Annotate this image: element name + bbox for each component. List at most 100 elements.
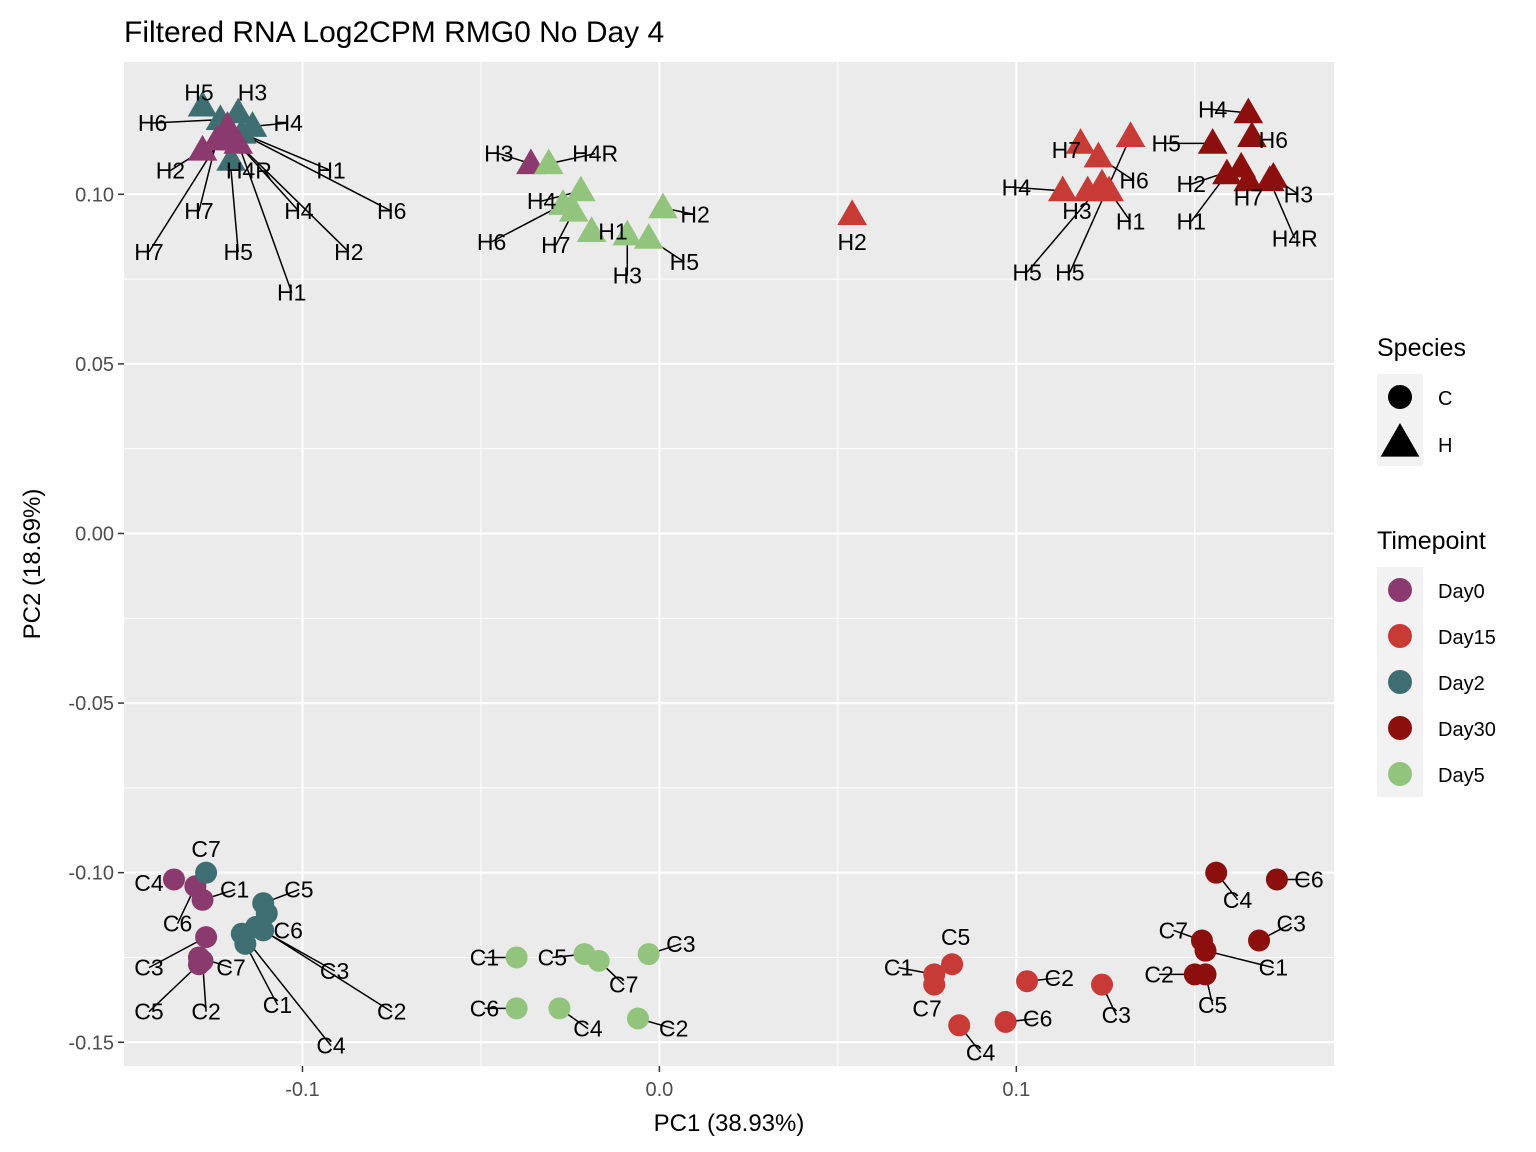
- point-triangle-day5: [633, 223, 664, 249]
- point-label: C6: [1294, 866, 1323, 892]
- leader-line: [152, 118, 221, 124]
- point-label: H2: [156, 158, 185, 184]
- point-circle-day5: [637, 943, 660, 966]
- x-tick-label: 0.1: [1002, 1079, 1030, 1101]
- point-label: H6: [477, 229, 506, 255]
- legend-swatch-day30: [1388, 716, 1412, 740]
- leader-line: [227, 125, 393, 212]
- point-triangle-day15: [1065, 128, 1096, 154]
- point-label: C3: [666, 931, 695, 957]
- point-triangle-day2: [216, 145, 246, 171]
- legend-title-timepoint: Timepoint: [1377, 527, 1486, 555]
- point-label: H4: [284, 198, 314, 224]
- point-label: C5: [1198, 992, 1227, 1018]
- leader-line: [148, 963, 200, 1013]
- point-triangle-day0: [212, 111, 243, 137]
- x-axis-title: PC1 (38.93%): [654, 1110, 805, 1137]
- point-label: H4: [527, 188, 557, 214]
- point-triangle-day0: [223, 128, 254, 154]
- point-triangle-day15: [1072, 175, 1103, 202]
- legend-swatch-day0: [1388, 578, 1412, 602]
- legend-label-c: C: [1438, 388, 1452, 410]
- point-triangle-day0: [187, 134, 218, 161]
- point-label: H1: [1177, 208, 1206, 234]
- legend-label-day30: Day30: [1438, 719, 1496, 741]
- point-triangle-day2: [223, 97, 254, 124]
- legend-label-day2: Day2: [1438, 673, 1485, 695]
- point-label: C7: [609, 972, 638, 998]
- y-tick-label: -0.10: [68, 863, 114, 885]
- leader-line: [241, 933, 332, 1047]
- point-triangle-day5: [612, 219, 643, 246]
- point-label: H4: [1198, 96, 1228, 122]
- point-triangle-day30: [1233, 97, 1264, 124]
- point-circle-day30: [1265, 868, 1288, 891]
- y-tick-label: -0.15: [68, 1032, 114, 1054]
- point-label: H7: [134, 239, 163, 265]
- point-label: H7: [541, 232, 570, 258]
- point-circle-day0: [191, 949, 214, 972]
- y-tick-label: 0.00: [75, 523, 114, 545]
- point-triangle-day15: [1083, 141, 1114, 168]
- point-label: C6: [470, 995, 499, 1021]
- point-triangle-day2: [187, 90, 218, 117]
- point-circle-day0: [191, 888, 214, 911]
- legend-triangle-icon: [1380, 422, 1420, 457]
- point-triangle-day30: [1254, 165, 1285, 192]
- point-label: H5: [184, 80, 213, 106]
- legend-label-day0: Day0: [1438, 581, 1485, 603]
- point-triangle-day30: [1212, 158, 1242, 185]
- point-label: H5: [224, 239, 253, 265]
- point-label: C1: [470, 944, 499, 970]
- point-circle-day30: [1194, 939, 1217, 962]
- leader-line: [262, 929, 393, 1013]
- data-points: [162, 90, 1289, 1037]
- point-label: C4: [1223, 887, 1253, 913]
- chart-title: Filtered RNA Log2CPM RMG0 No Day 4: [124, 16, 664, 49]
- point-label: H2: [334, 239, 363, 265]
- point-label: H2: [837, 229, 866, 255]
- point-circle-day30: [1205, 861, 1228, 884]
- point-label: H3: [238, 80, 267, 106]
- point-label: H5: [1152, 130, 1181, 156]
- point-triangle-day15: [837, 199, 867, 226]
- y-axis-title: PC2 (18.69%): [19, 489, 46, 640]
- point-label: C5: [941, 924, 970, 950]
- point-triangle-day30: [1197, 128, 1228, 154]
- point-circle-day2: [252, 919, 275, 942]
- point-label: H4R: [1272, 225, 1318, 251]
- point-label: H4R: [226, 158, 272, 184]
- point-label: C1: [220, 877, 249, 903]
- y-tick-label: 0.10: [75, 184, 114, 206]
- point-label: C3: [134, 955, 163, 981]
- leader-line: [230, 136, 350, 253]
- leader-line: [237, 143, 293, 293]
- point-label: C2: [377, 999, 406, 1025]
- label-leader-lines: [148, 108, 1310, 1053]
- point-label: C2: [191, 999, 220, 1025]
- point-label: H2: [1177, 171, 1206, 197]
- point-circle-day15: [994, 1010, 1017, 1033]
- point-triangle-day5: [533, 148, 564, 175]
- point-label: C3: [1102, 1002, 1131, 1028]
- legend-label-h: H: [1438, 435, 1452, 457]
- point-label: C5: [284, 877, 313, 903]
- point-circle-day15: [948, 1014, 971, 1037]
- point-label: H6: [377, 198, 406, 224]
- legend-title-species: Species: [1377, 334, 1466, 362]
- point-circle-day30: [1248, 929, 1271, 952]
- axes: -0.1 0.0 0.1 -0.15 -0.10 -0.05 0.00 0.05 0.10: [68, 184, 1030, 1101]
- point-label: C1: [263, 992, 292, 1018]
- point-triangle-day30: [1233, 165, 1264, 192]
- legend-label-day15: Day15: [1438, 627, 1496, 649]
- point-label: H7: [1234, 185, 1263, 211]
- point-circle-day30: [1194, 963, 1217, 986]
- point-label: H5: [670, 249, 699, 275]
- point-triangle-day5: [558, 195, 589, 222]
- legend-swatch-day5: [1388, 762, 1412, 786]
- point-label: H1: [598, 219, 627, 245]
- point-label: C4: [966, 1039, 996, 1065]
- point-circle-day5: [505, 997, 528, 1020]
- point-label: C4: [134, 870, 164, 896]
- point-label: C3: [320, 958, 349, 984]
